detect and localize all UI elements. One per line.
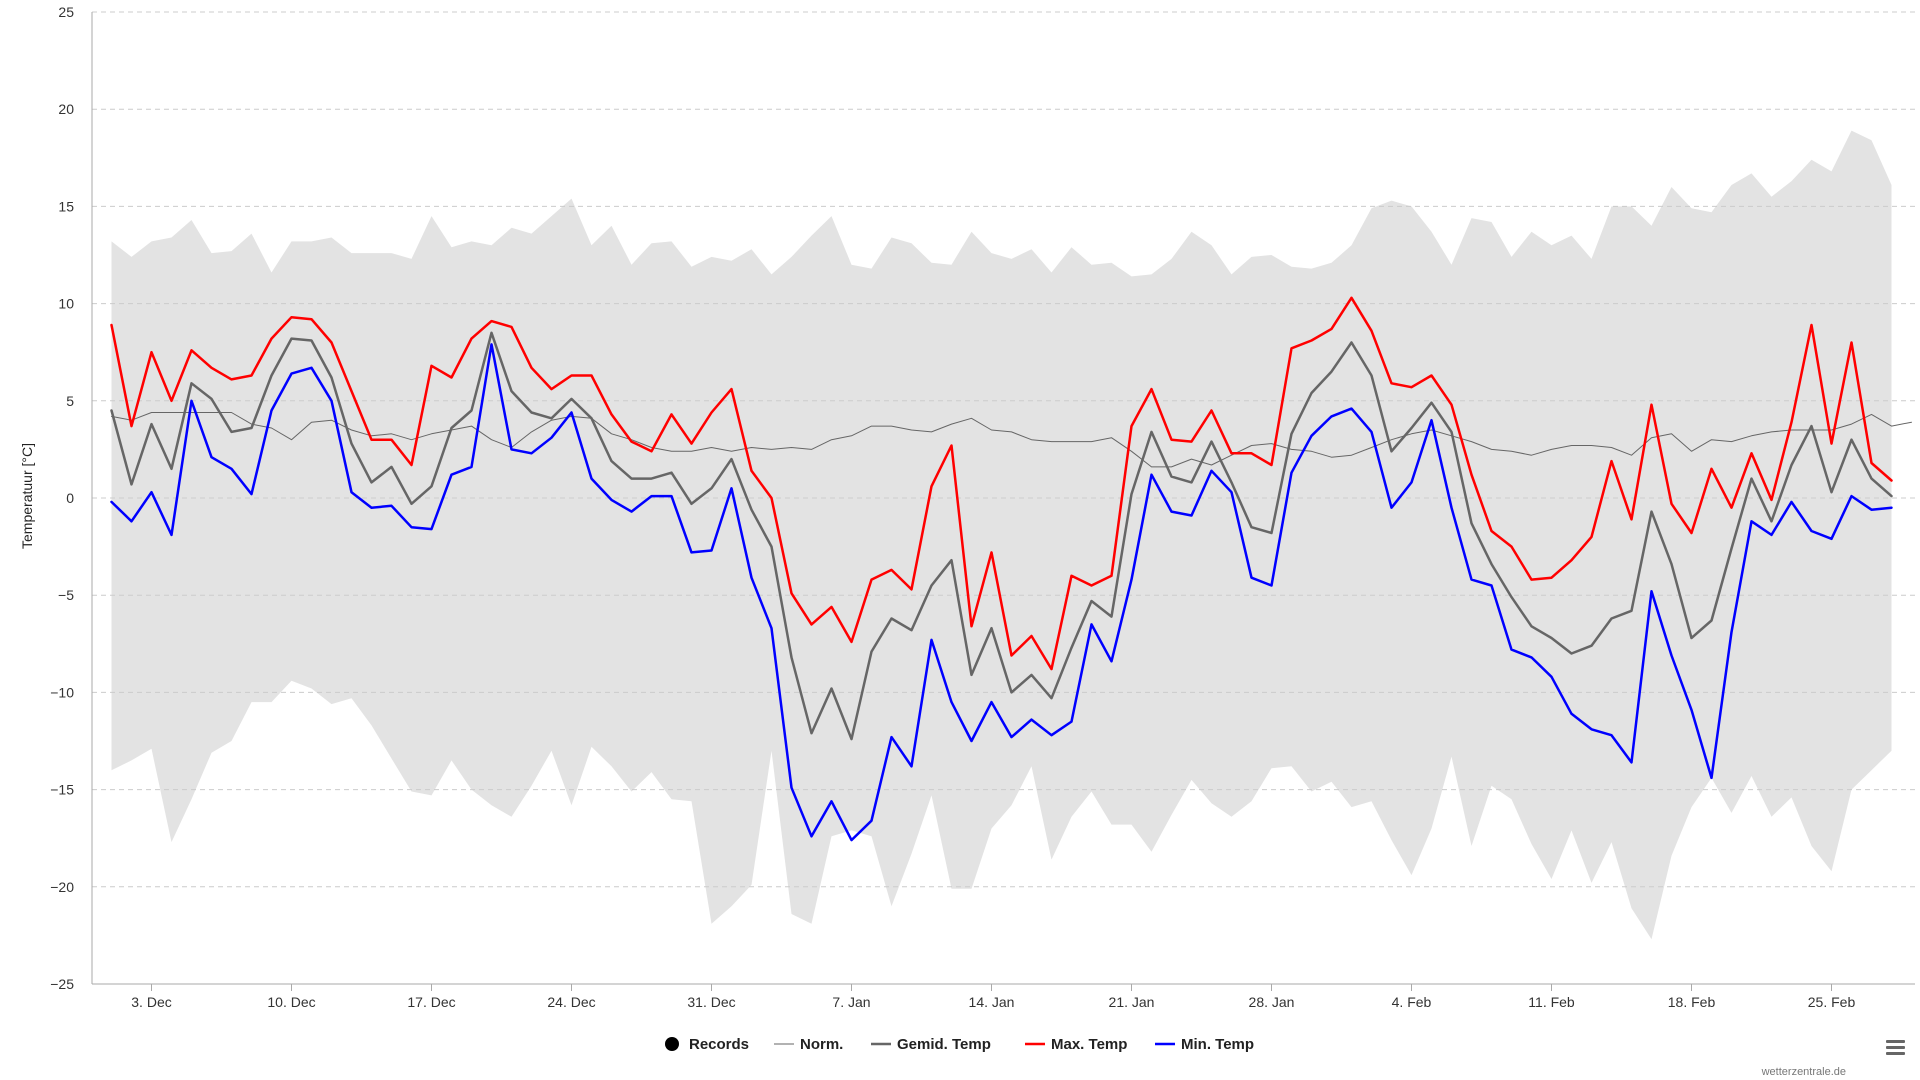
x-tick-label: 14. Jan — [969, 994, 1015, 1010]
legend-norm-label[interactable]: Norm. — [800, 1036, 843, 1053]
y-tick-label: 5 — [66, 393, 74, 409]
series-lines[interactable] — [110, 296, 1912, 842]
x-axis-ticks: 3. Dec 10. Dec 17. Dec 24. Dec 31. Dec 7. Jan… — [131, 984, 1855, 1010]
x-tick-label: 17. Dec — [407, 994, 455, 1010]
menu-icon-bar-3 — [1886, 1052, 1905, 1055]
series-min-temp-line[interactable] — [110, 343, 1893, 842]
y-tick-label: 10 — [58, 296, 74, 312]
legend-max-label[interactable]: Max. Temp — [1051, 1036, 1127, 1053]
x-tick-label: 3. Dec — [131, 994, 171, 1010]
legend-gemid-label[interactable]: Gemid. Temp — [897, 1036, 991, 1053]
series-max-temp-line[interactable] — [110, 296, 1893, 671]
legend-records-marker — [665, 1037, 679, 1051]
x-tick-label: 4. Feb — [1392, 994, 1432, 1010]
x-tick-label: 28. Jan — [1249, 994, 1295, 1010]
menu-icon-bar-2 — [1886, 1046, 1905, 1049]
x-tick-label: 25. Feb — [1808, 994, 1856, 1010]
gridlines — [92, 11, 1915, 888]
legend-item-records[interactable]: Records — [665, 1036, 749, 1053]
x-tick-label: 21. Jan — [1109, 994, 1155, 1010]
legend-records-label[interactable]: Records — [689, 1036, 749, 1053]
menu-icon-bar-1 — [1886, 1040, 1905, 1043]
hamburger-menu-icon[interactable] — [1882, 1036, 1908, 1062]
axes — [91, 12, 1915, 985]
x-tick-label: 10. Dec — [267, 994, 315, 1010]
y-tick-label: 25 — [58, 4, 74, 20]
legend[interactable]: Records Norm. Gemid. Temp Max. Temp Min.… — [665, 1036, 1254, 1053]
record-range-band — [111, 130, 1892, 940]
series-gemid-temp-line[interactable] — [110, 331, 1893, 741]
x-tick-label: 7. Jan — [832, 994, 870, 1010]
y-tick-label: 0 — [66, 490, 74, 506]
record-range-band-layer — [111, 130, 1892, 940]
legend-item-norm[interactable]: Norm. — [774, 1036, 843, 1053]
x-tick-label: 11. Feb — [1528, 994, 1575, 1010]
x-tick-label: 31. Dec — [687, 994, 735, 1010]
y-tick-label: −20 — [50, 879, 74, 895]
legend-item-min-temp[interactable]: Min. Temp — [1155, 1036, 1254, 1053]
y-axis-ticks: 25 20 15 10 5 0 −5 −10 −15 −20 −25 — [50, 4, 74, 992]
series-norm-line[interactable] — [111, 412, 1912, 468]
y-axis-label: Temperatuur [°C] — [19, 443, 35, 549]
x-tick-label: 24. Dec — [547, 994, 595, 1010]
legend-item-max-temp[interactable]: Max. Temp — [1025, 1036, 1127, 1053]
credit-text[interactable]: wetterzentrale.de — [1761, 1066, 1846, 1078]
y-tick-label: −10 — [50, 684, 74, 700]
legend-min-label[interactable]: Min. Temp — [1181, 1036, 1254, 1053]
y-tick-label: −5 — [58, 587, 74, 603]
y-tick-label: 20 — [58, 101, 74, 117]
y-tick-label: −25 — [50, 976, 74, 992]
y-tick-label: 15 — [58, 198, 74, 214]
legend-item-gemid-temp[interactable]: Gemid. Temp — [871, 1036, 991, 1053]
y-tick-label: −15 — [50, 782, 74, 798]
x-tick-label: 18. Feb — [1668, 994, 1716, 1010]
